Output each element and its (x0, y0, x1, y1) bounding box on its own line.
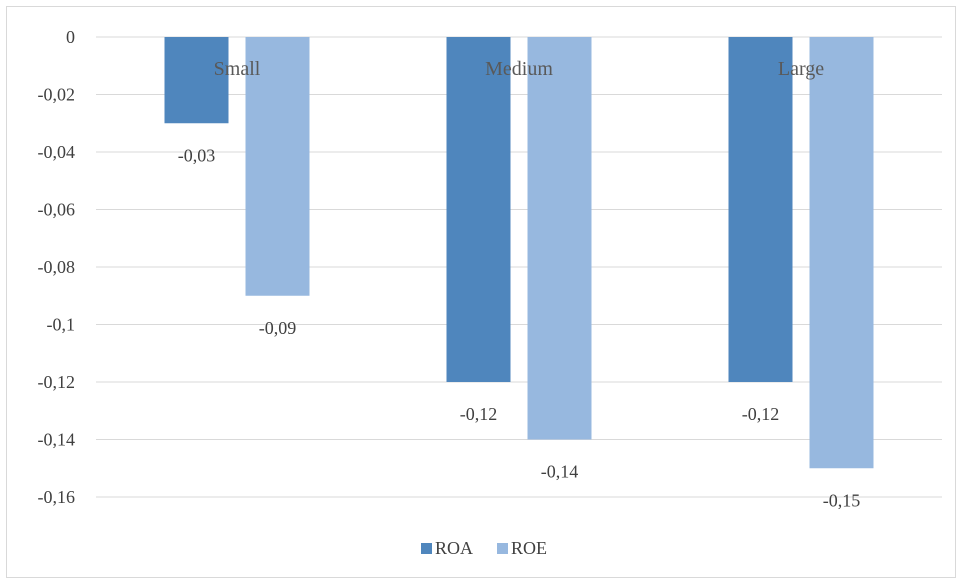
y-tick-label: -0,14 (38, 430, 76, 450)
y-tick-label: -0,06 (38, 200, 76, 220)
data-label: -0,09 (259, 318, 297, 338)
legend-swatch-roa (421, 543, 432, 554)
gridlines (96, 36, 942, 498)
legend-swatch-roe (497, 543, 508, 554)
bar-roe-small (245, 37, 310, 296)
category-labels: Small Medium Large (214, 58, 825, 80)
data-label: -0,15 (823, 490, 861, 510)
legend-label: ROA (435, 538, 473, 558)
y-tick-label: 0 (66, 27, 75, 47)
y-tick-label: -0,02 (38, 85, 76, 105)
y-tick-label: -0,04 (38, 142, 76, 162)
bar-roa-small (164, 37, 229, 124)
bar-roe-large (809, 37, 874, 469)
legend-label: ROE (511, 538, 547, 558)
category-label: Large (778, 58, 824, 80)
y-tick-label: -0,12 (38, 372, 76, 392)
legend: ROA ROE (421, 538, 547, 558)
y-axis: 0 -0,02 -0,04 -0,06 -0,08 -0,1 -0,12 -0,14 -0,16 (38, 27, 76, 507)
category-label: Small (214, 58, 261, 80)
bars: -0,03 -0,09 -0,12 -0,14 -0,12 -0,15 (164, 37, 874, 510)
bar-roa-large (728, 37, 793, 382)
data-label: -0,14 (541, 462, 579, 482)
data-label: -0,12 (742, 404, 780, 424)
bar-roa-medium (446, 37, 511, 382)
bar-roe-medium (527, 37, 592, 440)
y-tick-label: -0,16 (38, 487, 76, 507)
data-label: -0,03 (178, 145, 216, 165)
category-label: Medium (485, 58, 553, 80)
y-tick-label: -0,1 (47, 315, 76, 335)
data-label: -0,12 (460, 404, 498, 424)
y-tick-label: -0,08 (38, 257, 76, 277)
